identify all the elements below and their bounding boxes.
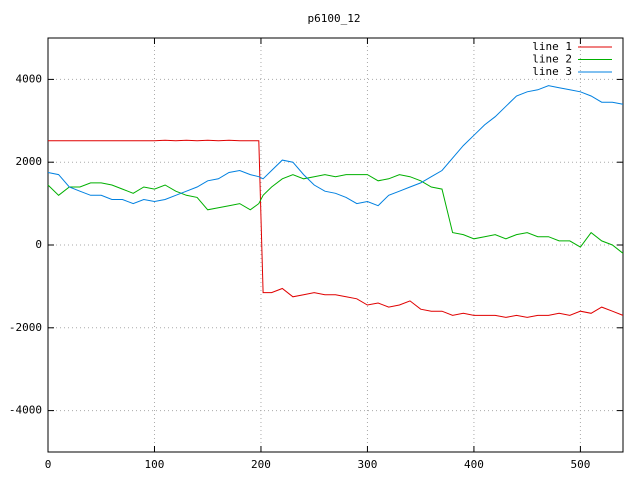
series-line <box>48 139 624 318</box>
x-tick-label: 400 <box>464 458 484 471</box>
x-tick-label: 500 <box>570 458 590 471</box>
series-line <box>47 174 624 254</box>
chart-title: p6100_12 <box>308 12 361 25</box>
y-tick-label: 4000 <box>16 72 43 85</box>
series-line <box>47 85 624 207</box>
y-tick-label: 0 <box>35 238 42 251</box>
y-tick-label: -2000 <box>9 321 42 334</box>
legend-label: line 3 <box>532 65 572 78</box>
x-tick-label: 0 <box>45 458 52 471</box>
y-tick-label: 2000 <box>16 155 43 168</box>
x-tick-label: 200 <box>251 458 271 471</box>
legend-label: line 1 <box>532 40 572 53</box>
legend-label: line 2 <box>532 53 572 66</box>
plot-frame <box>47 37 624 453</box>
x-tick-label: 300 <box>358 458 378 471</box>
x-tick-label: 100 <box>145 458 165 471</box>
y-tick-label: -4000 <box>9 404 42 417</box>
